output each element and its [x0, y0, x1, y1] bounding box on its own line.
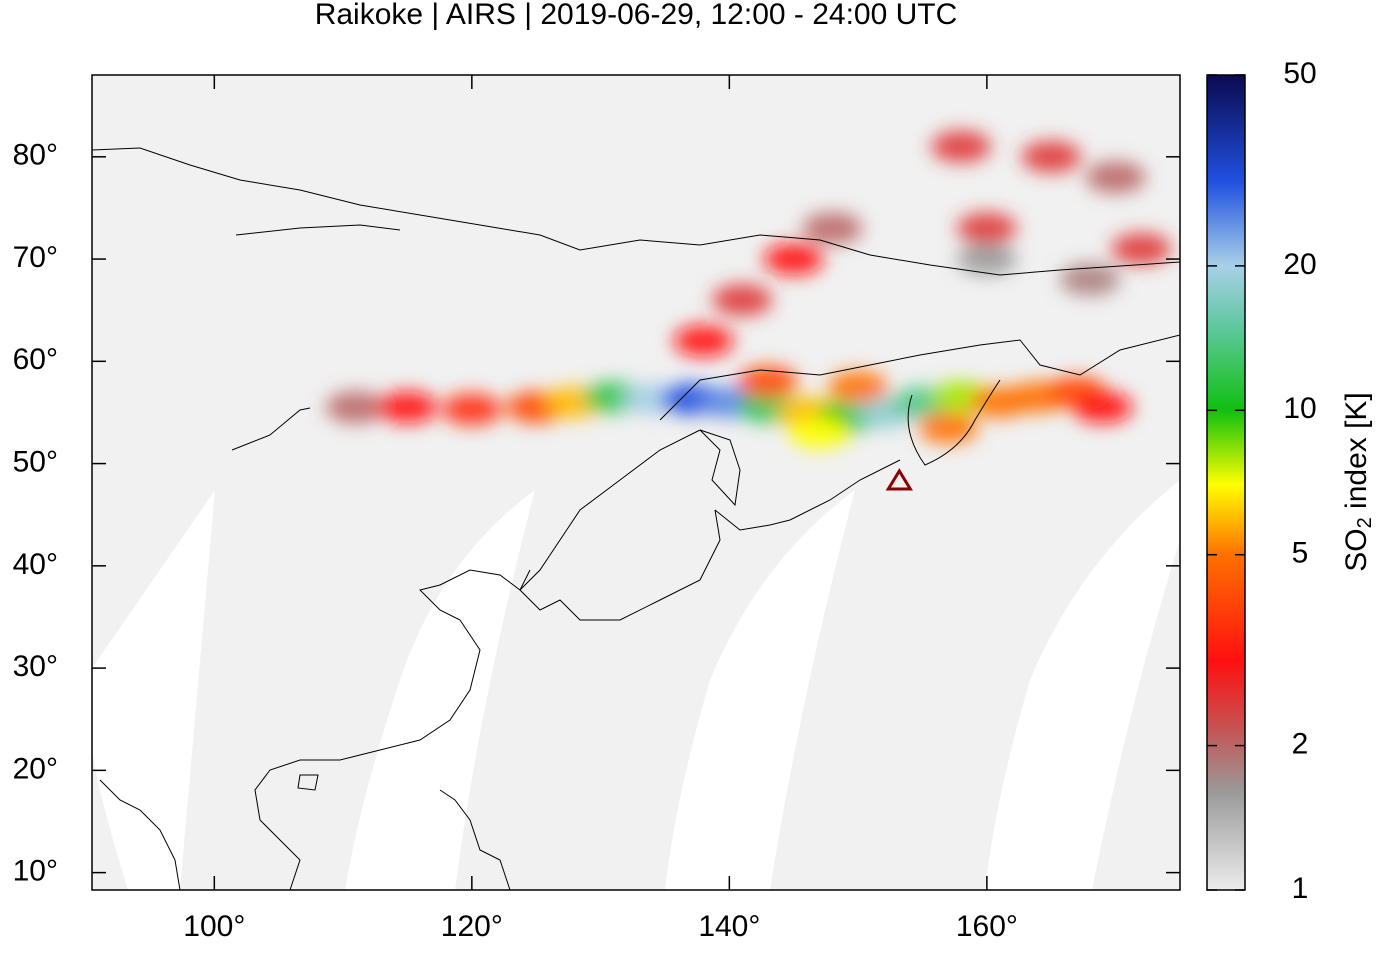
- title: Raikoke | AIRS | 2019-06-29, 12:00 - 24:…: [315, 0, 958, 31]
- so2-blob: [802, 212, 863, 245]
- colorbar-tick-label: 50: [1283, 57, 1316, 90]
- so2-blob: [789, 416, 850, 449]
- colorbar-tick-label: 2: [1292, 728, 1309, 761]
- colorbar: [1206, 74, 1246, 891]
- so2-blob: [377, 391, 438, 424]
- so2-blob: [828, 370, 889, 403]
- label-suffix: index [K]: [1340, 392, 1373, 517]
- map-background: [92, 75, 1180, 890]
- so2-blob: [956, 212, 1017, 245]
- y-tick-label: 10°: [13, 855, 58, 888]
- y-tick-label: 30°: [13, 650, 58, 683]
- x-tick-label: 100°: [183, 910, 245, 943]
- x-tick-label: 160°: [956, 910, 1018, 943]
- so2-blob: [712, 283, 773, 316]
- so2-blob: [1085, 161, 1146, 194]
- y-tick-label: 80°: [13, 139, 58, 172]
- so2-blob: [918, 411, 979, 444]
- so2-blob: [1111, 232, 1172, 265]
- so2-blob: [1059, 263, 1120, 296]
- x-tick-label: 140°: [698, 910, 760, 943]
- map-frame: [91, 74, 1181, 891]
- coastlines: [92, 147, 1180, 890]
- colorbar-label: SO2 index [K]: [1340, 392, 1376, 572]
- so2-blob: [931, 130, 992, 163]
- x-tick-label: 120°: [441, 910, 503, 943]
- label-subscript: 2: [1354, 517, 1376, 528]
- so2-blob: [956, 243, 1017, 276]
- so2-blob: [1021, 140, 1082, 173]
- so2-blob: [325, 391, 386, 424]
- y-tick-label: 20°: [13, 752, 58, 785]
- y-tick-label: 40°: [13, 548, 58, 581]
- colorbar-tick-label: 5: [1292, 537, 1309, 570]
- so2-blob: [1072, 391, 1133, 424]
- y-tick-label: 70°: [13, 241, 58, 274]
- plume-layer: [325, 130, 1172, 449]
- so2-blob: [441, 393, 502, 426]
- so2-blob: [737, 365, 798, 398]
- volcano-marker: [885, 468, 913, 491]
- colorbar-tick-label: 20: [1283, 248, 1316, 281]
- y-tick-label: 60°: [13, 343, 58, 376]
- colorbar-tick-label: 10: [1283, 392, 1316, 425]
- so2-blob: [763, 243, 824, 276]
- swaths: [92, 480, 1180, 890]
- label-prefix: SO: [1340, 528, 1373, 571]
- colorbar-tick-label: 1: [1292, 872, 1309, 905]
- y-tick-label: 50°: [13, 446, 58, 479]
- so2-blob: [673, 324, 734, 357]
